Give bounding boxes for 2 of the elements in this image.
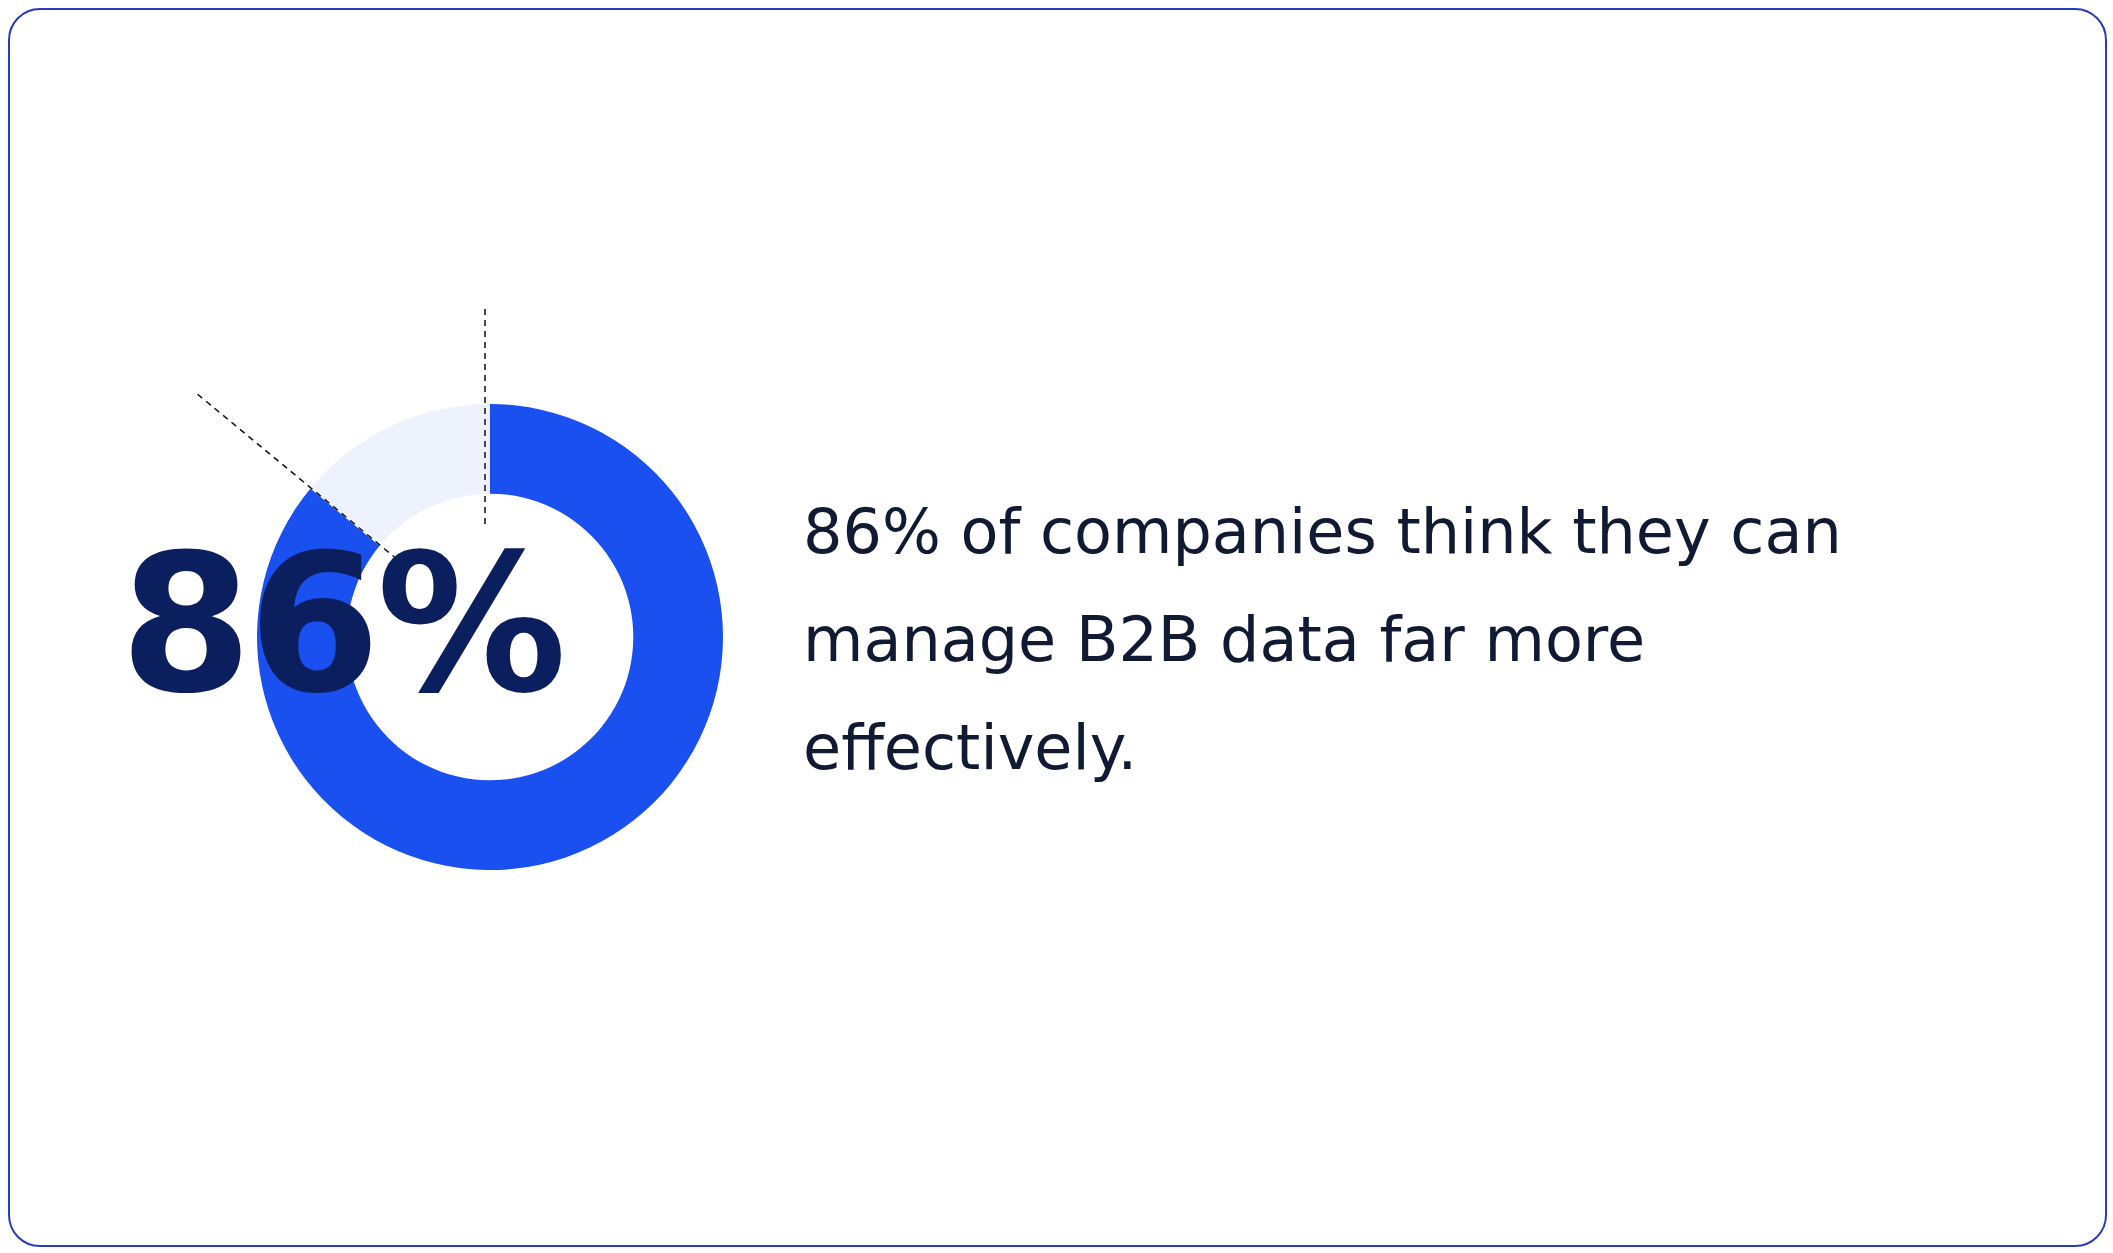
text: 86% of companies think they can manage B2B data far more effectively. — [803, 494, 1843, 786]
donut-slice — [310, 404, 490, 546]
